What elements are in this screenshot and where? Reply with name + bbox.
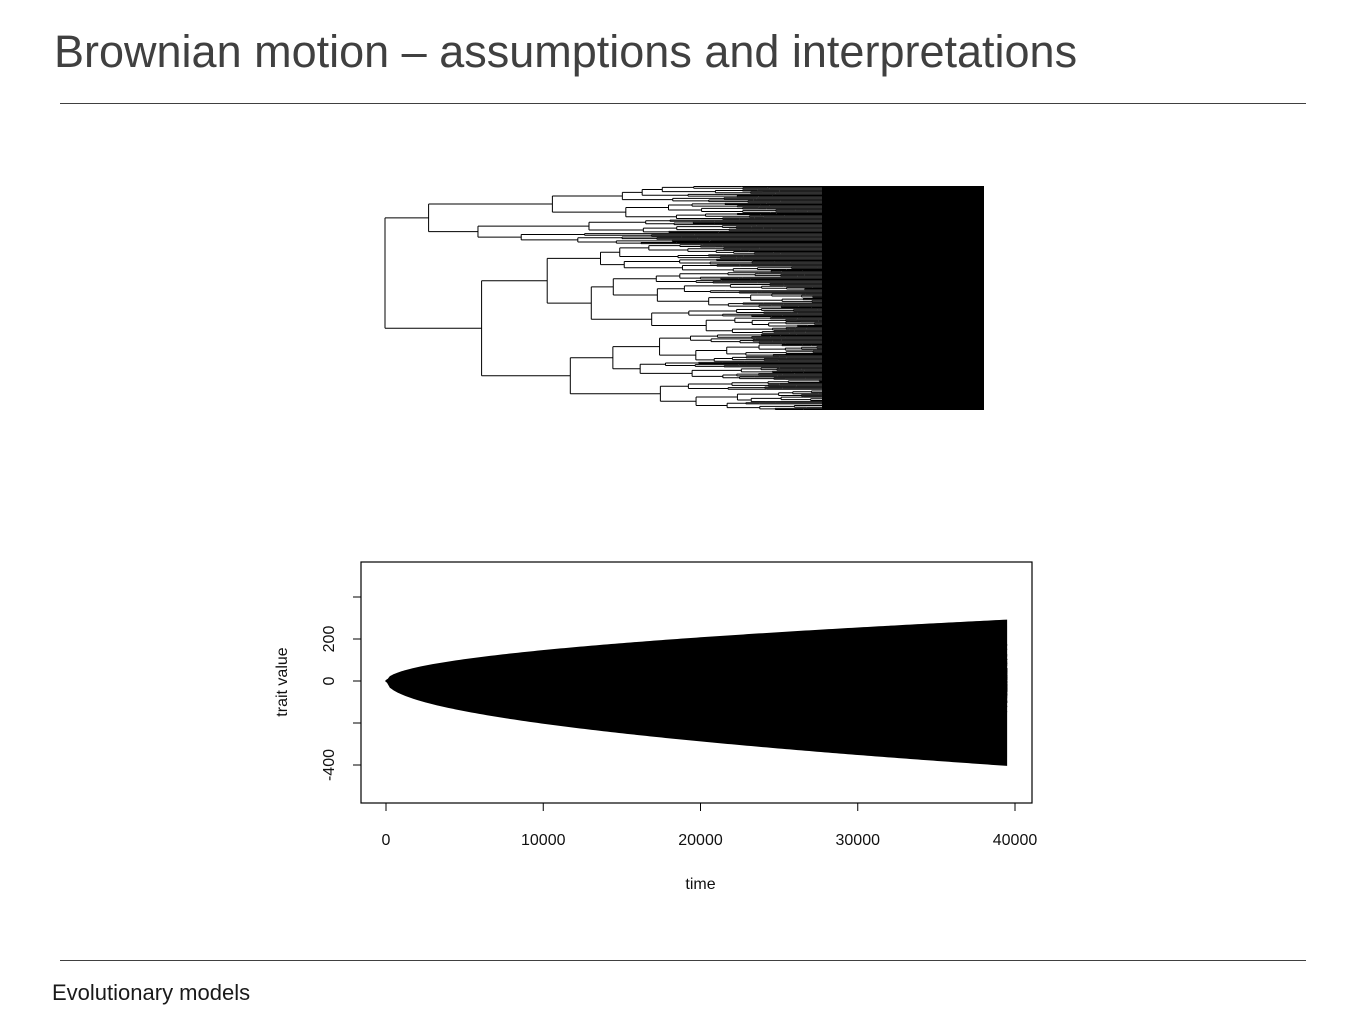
trajectory-line bbox=[385, 679, 1008, 696]
x-tick-label: 10000 bbox=[521, 832, 566, 849]
footer-divider bbox=[60, 960, 1306, 961]
trajectory-line bbox=[385, 677, 1008, 692]
x-tick-label: 0 bbox=[382, 832, 391, 849]
trait-trajectories bbox=[385, 619, 1008, 766]
trajectory-line bbox=[385, 641, 1008, 686]
y-tick-label: 200 bbox=[321, 626, 338, 653]
y-tick-label: -400 bbox=[321, 749, 338, 781]
footer-label: Evolutionary models bbox=[52, 980, 251, 1005]
x-tick-label: 20000 bbox=[678, 832, 723, 849]
trajectory-line bbox=[385, 669, 1008, 684]
x-axis-label: time bbox=[685, 876, 715, 893]
slide-title: Brownian motion – assumptions and interp… bbox=[54, 26, 1078, 77]
y-tick-label: 0 bbox=[321, 676, 338, 685]
phylogeny-tree-branches bbox=[384, 186, 984, 410]
trajectory-line bbox=[385, 677, 1008, 690]
trajectory-line bbox=[385, 679, 1008, 700]
x-tick-label: 30000 bbox=[836, 832, 881, 849]
axes: 0 10000 20000 30000 40000 -400 0 200 bbox=[321, 596, 1038, 849]
dense-tip-block bbox=[822, 186, 984, 410]
y-axis-label: trait value bbox=[274, 647, 291, 716]
title-divider bbox=[60, 103, 1306, 104]
x-tick-label: 40000 bbox=[993, 832, 1038, 849]
